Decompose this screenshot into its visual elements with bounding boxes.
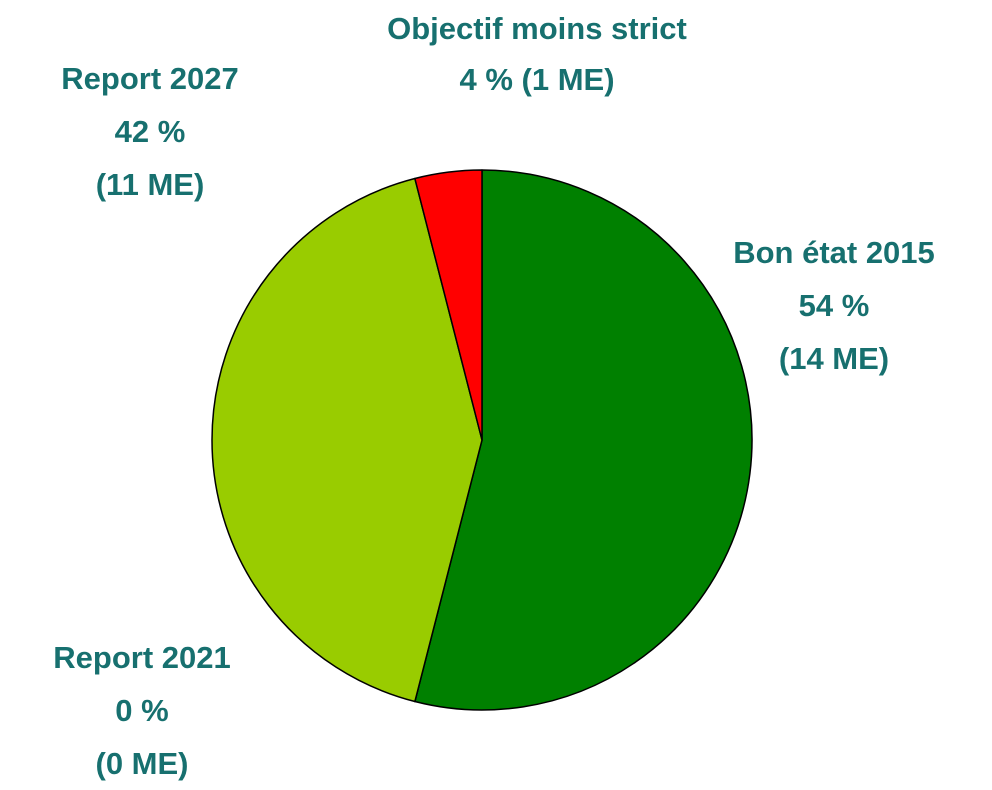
count-label: (0 ME) xyxy=(95,746,189,781)
category-label: Bon état 2015 xyxy=(733,235,935,270)
value-label: 4 % xyxy=(459,62,513,97)
pie-slice xyxy=(211,177,483,703)
slice-label: Report 2027 42 % (11 ME) xyxy=(0,52,310,211)
pie-slice xyxy=(414,169,483,441)
slice-label: Objectif moins strict 4 % (1 ME) xyxy=(377,3,697,105)
slice-label: Report 2021 0 % (0 ME) xyxy=(0,631,302,790)
value-label: 0 % xyxy=(115,693,169,728)
value-label: 42 % xyxy=(114,114,186,149)
category-label: Report 2021 xyxy=(53,640,231,675)
value-count: 4 % (1 ME) xyxy=(377,54,697,105)
count-label: (1 ME) xyxy=(521,62,615,97)
count-label: (11 ME) xyxy=(95,167,205,202)
category-label: Report 2027 xyxy=(61,61,239,96)
category-label: Objectif moins strict xyxy=(387,11,687,46)
value-label: 54 % xyxy=(798,288,870,323)
count-label: (14 ME) xyxy=(778,341,890,376)
pie-slice xyxy=(414,169,753,711)
slice-label: Bon état 2015 54 % (14 ME) xyxy=(674,226,992,385)
